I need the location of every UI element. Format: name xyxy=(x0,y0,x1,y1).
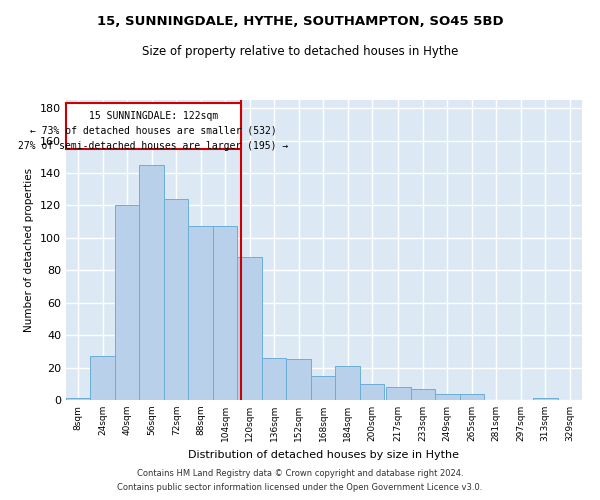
Bar xyxy=(139,165,164,400)
Text: 15, SUNNINGDALE, HYTHE, SOUTHAMPTON, SO45 5BD: 15, SUNNINGDALE, HYTHE, SOUTHAMPTON, SO4… xyxy=(97,15,503,28)
Bar xyxy=(115,206,139,400)
Bar xyxy=(262,358,286,400)
Bar xyxy=(386,387,410,400)
Text: Contains HM Land Registry data © Crown copyright and database right 2024.: Contains HM Land Registry data © Crown c… xyxy=(137,468,463,477)
Bar xyxy=(533,398,557,400)
Bar xyxy=(335,366,360,400)
Bar xyxy=(66,398,91,400)
Text: 15 SUNNINGDALE: 122sqm: 15 SUNNINGDALE: 122sqm xyxy=(89,112,218,122)
Bar xyxy=(238,258,262,400)
Text: ← 73% of detached houses are smaller (532): ← 73% of detached houses are smaller (53… xyxy=(30,126,277,136)
Bar xyxy=(213,226,238,400)
Bar xyxy=(360,384,385,400)
X-axis label: Distribution of detached houses by size in Hythe: Distribution of detached houses by size … xyxy=(188,450,460,460)
Bar xyxy=(91,356,115,400)
Text: Size of property relative to detached houses in Hythe: Size of property relative to detached ho… xyxy=(142,45,458,58)
FancyBboxPatch shape xyxy=(66,103,241,148)
Bar xyxy=(460,394,484,400)
Bar xyxy=(311,376,335,400)
Bar xyxy=(435,394,460,400)
Bar xyxy=(286,360,311,400)
Bar xyxy=(188,226,213,400)
Bar xyxy=(410,388,435,400)
Y-axis label: Number of detached properties: Number of detached properties xyxy=(25,168,34,332)
Text: 27% of semi-detached houses are larger (195) →: 27% of semi-detached houses are larger (… xyxy=(18,140,289,150)
Text: Contains public sector information licensed under the Open Government Licence v3: Contains public sector information licen… xyxy=(118,484,482,492)
Bar xyxy=(164,199,188,400)
